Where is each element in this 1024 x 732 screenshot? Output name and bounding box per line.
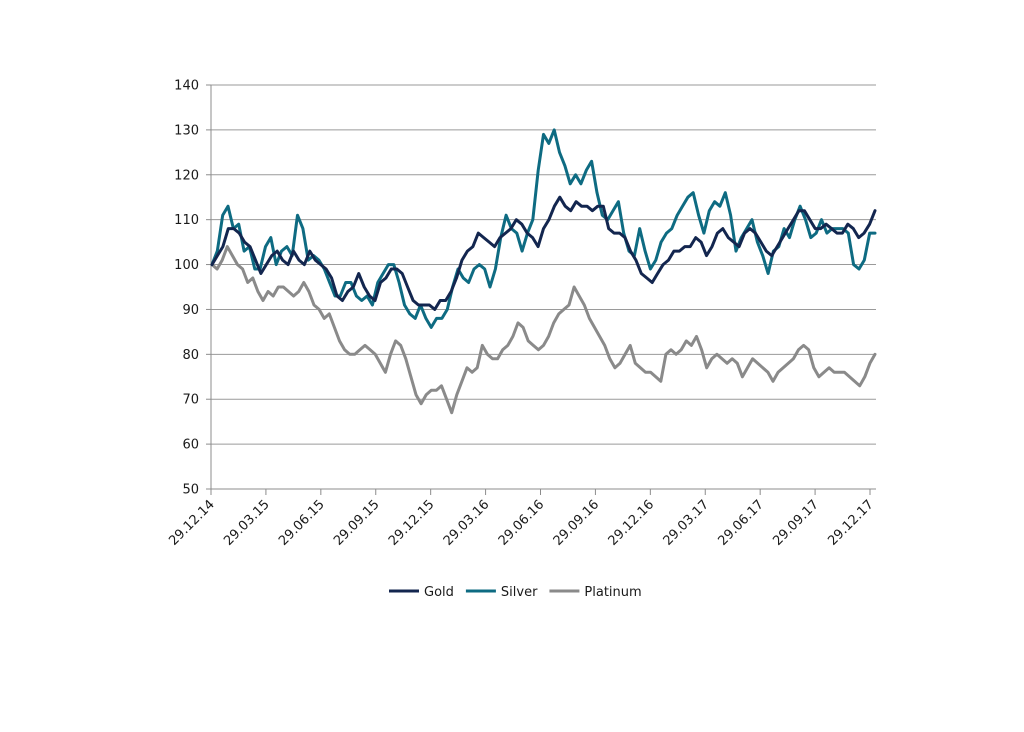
y-tick-label: 130 (174, 123, 199, 138)
x-tick-label: 29.12.14 (166, 497, 218, 549)
chart-axes (210, 85, 876, 490)
x-tick-label: 29.03.16 (441, 497, 493, 549)
x-tick-label: 29.12.16 (606, 497, 658, 549)
series-line-platinum (210, 245, 877, 415)
x-tick-label: 29.03.17 (661, 497, 713, 549)
y-tick-label: 110 (174, 213, 199, 228)
y-tick-label: 100 (174, 258, 199, 273)
y-tick-label: 80 (182, 348, 199, 363)
x-tick-label: 29.06.17 (715, 497, 767, 549)
y-tick-label: 70 (182, 393, 199, 408)
legend-label-gold: Gold (424, 585, 454, 600)
x-axis-ticks: 29.12.14 29.03.15 29.06.15 29.09.15 29.12.15… (166, 489, 877, 549)
y-axis-ticks: 50 60 70 80 90 100 110 120 130 140 (174, 79, 211, 498)
x-tick-label: 29.09.17 (770, 497, 822, 549)
y-tick-label: 90 (182, 303, 199, 318)
x-tick-label: 29.06.16 (496, 497, 548, 549)
series-line-gold (210, 195, 877, 311)
x-tick-label: 29.06.15 (276, 497, 328, 549)
x-tick-label: 29.09.16 (551, 497, 603, 549)
x-tick-label: 29.03.15 (221, 497, 273, 549)
y-tick-label: 50 (182, 483, 199, 498)
legend-label-silver: Silver (501, 585, 538, 600)
legend-label-platinum: Platinum (584, 585, 641, 600)
legend: Gold Silver Platinum (389, 585, 642, 600)
y-tick-label: 140 (174, 79, 199, 94)
y-tick-label: 60 (182, 438, 199, 453)
x-tick-label: 29.09.15 (331, 497, 383, 549)
series-lines (210, 128, 877, 415)
x-tick-label: 29.12.15 (386, 497, 438, 549)
x-tick-label: 29.12.17 (825, 497, 877, 549)
y-tick-label: 120 (174, 168, 199, 183)
